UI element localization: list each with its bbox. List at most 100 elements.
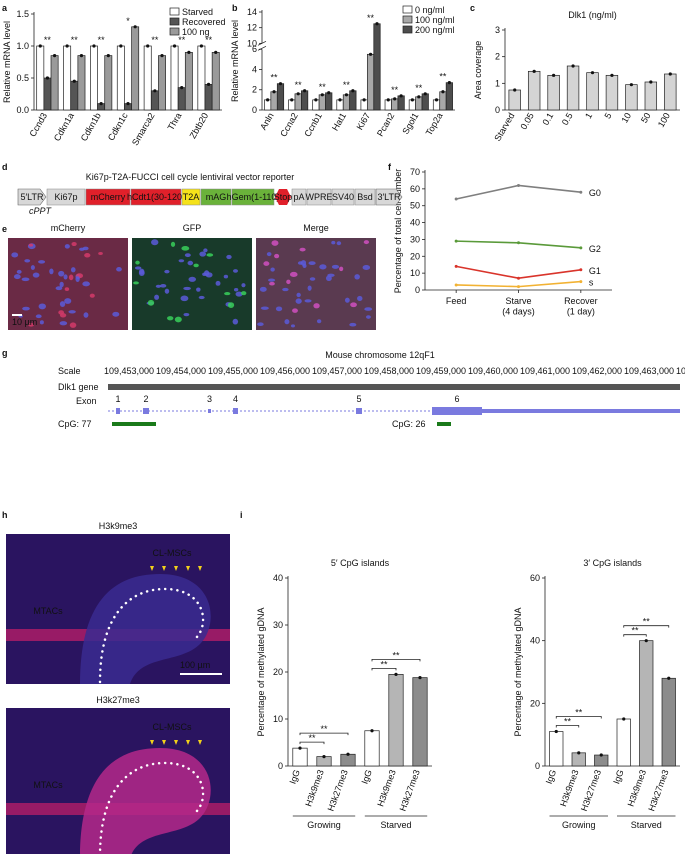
marker-arrow: [162, 566, 166, 571]
bar: [325, 92, 333, 111]
vector-element: [181, 188, 201, 206]
data-dot: [153, 89, 157, 93]
bar: [616, 718, 631, 767]
cell-nucleus: [350, 302, 357, 308]
cell-nucleus: [282, 287, 289, 292]
cell-nucleus: [304, 299, 312, 303]
vector-element: [17, 188, 47, 206]
point: [517, 241, 520, 245]
bar: [639, 640, 654, 767]
cell-nucleus: [354, 274, 360, 280]
data-dot: [554, 729, 558, 734]
vector-element-label: WPRE: [306, 192, 333, 202]
data-dot: [290, 98, 294, 102]
y-tick-label: 14: [247, 7, 257, 17]
significance-bracket: [371, 658, 421, 662]
x-tick-label: Ccnd3: [27, 111, 49, 139]
vector-element-label: T2A: [183, 192, 200, 202]
bar: [77, 55, 86, 111]
significance: **: [205, 35, 213, 45]
cell-nucleus: [38, 260, 46, 264]
bar: [90, 45, 98, 111]
bar: [342, 94, 351, 111]
tissue-fold: [80, 574, 211, 684]
data-dot: [417, 95, 421, 99]
cell-nucleus: [68, 310, 76, 314]
bar: [143, 45, 152, 111]
data-dot: [320, 93, 324, 97]
data-dot: [314, 98, 318, 102]
vector-element: [306, 188, 332, 206]
series-label: G2: [589, 244, 601, 254]
data-dot: [322, 755, 326, 759]
cell-nucleus: [289, 271, 298, 277]
data-dot: [423, 92, 427, 96]
panel-label: e: [2, 224, 7, 234]
bar: [318, 94, 326, 111]
cell-nucleus: [135, 260, 140, 265]
y-tick-label: 40: [530, 636, 540, 646]
point: [517, 183, 520, 187]
panel-label: i: [240, 510, 243, 520]
x-tick-label: Smarca2: [130, 111, 157, 147]
x-tick-label: IgG: [360, 768, 374, 785]
data-dot: [362, 98, 366, 102]
x-tick-label: Recover (1 day): [564, 296, 598, 316]
panel-label: g: [2, 348, 8, 358]
significance: **: [575, 708, 583, 718]
data-dot: [206, 82, 211, 86]
bar: [50, 55, 59, 111]
scale-position: 109,464,000: [676, 366, 685, 376]
cell-nucleus: [204, 270, 210, 277]
scale-bar-label: 100 µm: [180, 660, 210, 670]
data-dot: [338, 98, 342, 102]
y-axis-label: Percentage of methylated gDNA: [513, 607, 523, 736]
y-tick-label: 10: [410, 268, 420, 278]
vector-element: [331, 188, 355, 206]
vector-element-label: Ki67p: [54, 192, 77, 202]
y-tick-label: 4: [252, 64, 257, 74]
cell-nucleus: [64, 287, 70, 291]
y-tick-label: 1: [495, 78, 500, 88]
cell-nucleus: [13, 274, 21, 280]
chart-title: 5′ CpG islands: [331, 558, 390, 568]
x-tick-label: 50: [639, 111, 653, 125]
data-dot: [119, 44, 123, 48]
cell-nucleus: [160, 284, 167, 288]
y-tick-label: 1.0: [16, 41, 29, 51]
significance: **: [391, 85, 399, 95]
x-tick-label: IgG: [611, 768, 625, 785]
data-dot: [622, 717, 626, 721]
image-label: Merge: [303, 223, 329, 233]
exon: [116, 408, 120, 414]
chart-title: Dlk1 (ng/ml): [568, 10, 617, 20]
cell-nucleus: [331, 264, 340, 269]
x-tick-label: H3k27me3: [646, 768, 670, 812]
x-tick-label: IgG: [288, 768, 302, 785]
bar: [547, 74, 560, 111]
x-tick-label: 5: [603, 111, 614, 120]
data-dot: [92, 44, 96, 48]
scale-position: 109,459,000: [416, 366, 466, 376]
cell-nucleus: [232, 318, 239, 325]
y-tick-label: 0.0: [16, 105, 29, 115]
series-label: G1: [589, 266, 601, 276]
significance-bracket: [299, 741, 325, 745]
cell-nucleus: [59, 301, 66, 307]
y-tick-label: 10: [247, 38, 257, 48]
significance: **: [308, 733, 316, 743]
bar: [412, 677, 428, 767]
cell-nucleus: [263, 261, 270, 266]
x-tick-label: 0.5: [560, 111, 575, 127]
marker-arrow: [174, 740, 178, 745]
vector-element-label: SV40: [332, 192, 354, 202]
cell-nucleus: [71, 241, 77, 247]
y-tick-label: 50: [410, 201, 420, 211]
exon: [143, 408, 149, 414]
data-dot: [126, 102, 130, 106]
vector-element: [46, 188, 86, 206]
cell-nucleus: [134, 266, 142, 270]
data-dot: [513, 88, 517, 92]
data-dot: [38, 44, 42, 48]
cell-nucleus: [79, 247, 85, 251]
